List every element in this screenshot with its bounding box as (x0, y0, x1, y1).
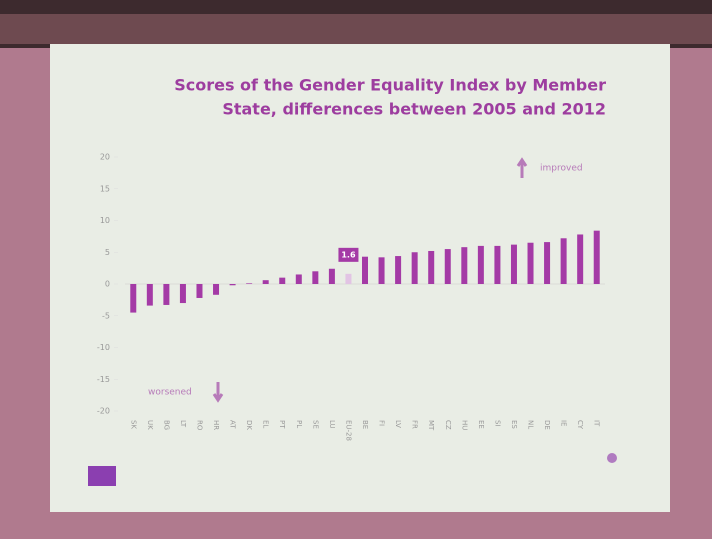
x-tick-label: BE (361, 420, 369, 429)
x-tick-label: FR (411, 420, 419, 429)
y-tick-label: 5 (105, 248, 110, 257)
x-tick-label: EE (477, 420, 485, 429)
x-tick-label: HU (460, 420, 468, 430)
bar (461, 247, 468, 284)
bar (179, 284, 186, 304)
y-tick-label: -5 (102, 311, 110, 320)
x-tick-label: PT (278, 420, 286, 429)
y-tick-label: 15 (100, 184, 110, 193)
y-tick-label: -15 (97, 375, 110, 384)
x-tick-label: CY (576, 420, 584, 430)
bar (246, 283, 253, 284)
x-tick-label: EL (262, 420, 270, 428)
ceiling-panel (0, 14, 712, 44)
bar (477, 245, 484, 284)
y-tick-label: 20 (100, 153, 110, 162)
eu-logo (88, 466, 116, 486)
bar (494, 245, 501, 284)
annotation: improved (540, 164, 583, 174)
bar (163, 284, 170, 305)
logo (607, 453, 617, 463)
bar (411, 252, 418, 284)
bar (213, 284, 220, 295)
annotation: worsened (148, 388, 192, 398)
x-tick-label: IE (560, 420, 568, 427)
x-tick-label: HR (212, 420, 220, 430)
chart-title: Scores of the Gender Equality Index by M… (174, 76, 606, 95)
x-tick-label: SE (311, 420, 319, 429)
value-label: 1.6 (341, 250, 356, 259)
x-tick-label: LV (394, 420, 402, 428)
y-tick-label: -10 (97, 343, 110, 352)
bar (279, 277, 286, 284)
bar (527, 242, 534, 284)
bar (262, 280, 269, 284)
bar (510, 244, 517, 284)
screen (50, 44, 670, 512)
x-tick-label: FI (378, 420, 386, 426)
x-tick-label: SI (493, 420, 501, 427)
y-tick-label: 0 (105, 280, 110, 289)
bar (560, 238, 567, 284)
x-tick-label: PL (295, 420, 303, 428)
bar (146, 284, 153, 306)
x-tick-label: AT (229, 420, 237, 429)
bar (577, 234, 584, 284)
bar (378, 257, 385, 284)
x-tick-label: SK (129, 420, 137, 429)
x-tick-label: MT (427, 420, 435, 431)
x-tick-label: LU (328, 420, 336, 429)
bar (395, 256, 402, 284)
x-tick-label: BG (162, 420, 170, 430)
x-tick-label: NL (527, 420, 535, 429)
bar (295, 274, 302, 284)
bar (593, 230, 600, 284)
up-arrow (516, 157, 528, 178)
bar (428, 250, 435, 284)
bar (362, 256, 368, 284)
x-tick-label: IT (593, 420, 601, 427)
bar (544, 242, 551, 284)
x-tick-label: DE (543, 420, 551, 430)
y-tick-label: 10 (100, 216, 110, 225)
x-tick-label: UK (146, 420, 154, 430)
bar (444, 249, 451, 284)
x-tick-label: DK (245, 420, 253, 430)
bar (196, 284, 203, 298)
x-tick-label: CZ (444, 420, 452, 430)
bar (312, 271, 319, 284)
bar (229, 284, 236, 286)
bar (130, 284, 137, 313)
chart-title: State, differences between 2005 and 2012 (222, 100, 606, 119)
value-label-box (338, 247, 359, 262)
x-tick-label: RO (195, 420, 203, 431)
bar (345, 273, 352, 284)
x-tick-label: EU-28 (344, 420, 352, 441)
bar (328, 268, 335, 284)
y-tick-label: -20 (97, 407, 110, 416)
x-tick-label: LT (179, 420, 187, 428)
down-arrow (212, 382, 224, 403)
x-tick-label: ES (510, 420, 518, 429)
